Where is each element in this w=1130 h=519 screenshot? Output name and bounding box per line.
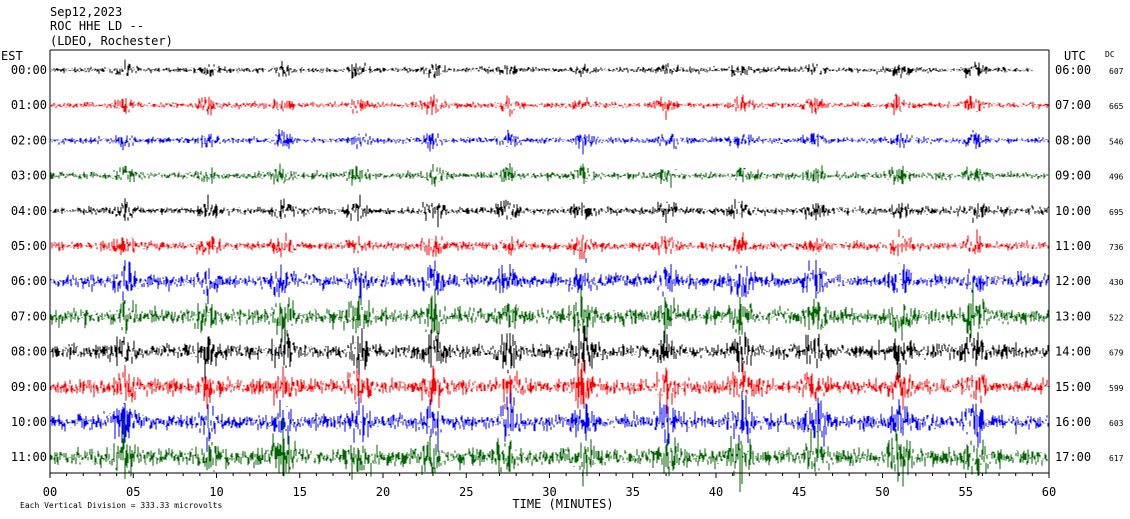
x-tick-label: 15 [293, 485, 307, 499]
x-tick-label: 40 [709, 485, 723, 499]
trace-row [50, 129, 1050, 155]
est-hour-label: 08:00 [11, 345, 47, 359]
est-hour-label: 10:00 [11, 415, 47, 429]
x-axis-title: TIME (MINUTES) [512, 497, 613, 511]
utc-hour-label: 07:00 [1055, 98, 1091, 112]
dc-value-label: 603 [1109, 419, 1124, 428]
dc-value-label: 617 [1109, 454, 1124, 463]
location-label: (LDEO, Rochester) [50, 34, 173, 48]
est-hour-label: 00:00 [11, 63, 47, 77]
trace-row [50, 93, 1050, 120]
est-hour-label: 11:00 [11, 450, 47, 464]
dc-value-label: 607 [1109, 67, 1124, 76]
utc-hour-label: 11:00 [1055, 239, 1091, 253]
est-hour-label: 04:00 [11, 204, 47, 218]
utc-hour-label: 17:00 [1055, 450, 1091, 464]
utc-hour-label: 14:00 [1055, 345, 1091, 359]
est-hour-label: 09:00 [11, 380, 47, 394]
x-tick-label: 60 [1042, 485, 1056, 499]
trace-row [50, 59, 1033, 79]
est-hour-label: 01:00 [11, 98, 47, 112]
x-tick-label: 25 [459, 485, 473, 499]
trace-row [50, 194, 1050, 228]
dc-value-label: 496 [1109, 173, 1124, 182]
est-hour-label: 02:00 [11, 133, 47, 147]
dc-value-label: 599 [1109, 384, 1124, 393]
utc-hour-label: 10:00 [1055, 204, 1091, 218]
seismic-traces [50, 59, 1050, 493]
utc-hour-label: 08:00 [1055, 133, 1091, 147]
utc-hour-label: 13:00 [1055, 309, 1091, 323]
date-label: Sep12,2023 [50, 5, 122, 19]
est-hour-label: 07:00 [11, 309, 47, 323]
x-tick-label: 45 [792, 485, 806, 499]
utc-hour-label: 09:00 [1055, 169, 1091, 183]
dc-value-label: 736 [1109, 243, 1124, 252]
dc-value-label: 679 [1109, 349, 1124, 358]
x-tick-label: 35 [626, 485, 640, 499]
utc-hour-label: 16:00 [1055, 415, 1091, 429]
est-hour-label: 03:00 [11, 169, 47, 183]
dc-value-label: 665 [1109, 102, 1124, 111]
est-hour-label: 06:00 [11, 274, 47, 288]
x-axis-ticks: 00 05 10 15 20 25 30 35 40 45 50 55 60 [43, 473, 1056, 499]
right-timezone-label: UTC [1064, 49, 1086, 63]
dc-value-label: 430 [1109, 278, 1124, 287]
trace-row [50, 391, 1050, 452]
trace-row [50, 358, 1050, 414]
dc-header: DC [1105, 50, 1115, 59]
dc-value-label: 522 [1109, 313, 1124, 322]
trace-row [50, 163, 1050, 188]
x-tick-label: 55 [959, 485, 973, 499]
x-tick-label: 10 [209, 485, 223, 499]
est-hour-label: 05:00 [11, 239, 47, 253]
x-tick-label: 20 [376, 485, 390, 499]
utc-hour-label: 15:00 [1055, 380, 1091, 394]
dc-value-label: 695 [1109, 208, 1124, 217]
trace-row [51, 229, 1050, 260]
trace-row [50, 282, 1050, 344]
trace-row [50, 325, 1050, 380]
utc-hour-label: 12:00 [1055, 274, 1091, 288]
x-tick-label: 05 [126, 485, 140, 499]
hour-labels: 00:00 06:00 607 01:00 07:00 665 02:00 08:00 546 0… [11, 63, 1124, 464]
dc-value-label: 546 [1109, 137, 1124, 146]
trace-row [50, 414, 1050, 493]
utc-hour-label: 06:00 [1055, 63, 1091, 77]
station-label: ROC HHE LD -- [50, 19, 144, 33]
trace-row [50, 258, 1050, 305]
x-tick-label: 00 [43, 485, 57, 499]
x-tick-label: 30 [542, 485, 556, 499]
x-tick-label: 50 [875, 485, 889, 499]
left-timezone-label: EST [1, 49, 23, 63]
scale-note: Each Vertical Division = 333.33 microvol… [20, 501, 222, 510]
